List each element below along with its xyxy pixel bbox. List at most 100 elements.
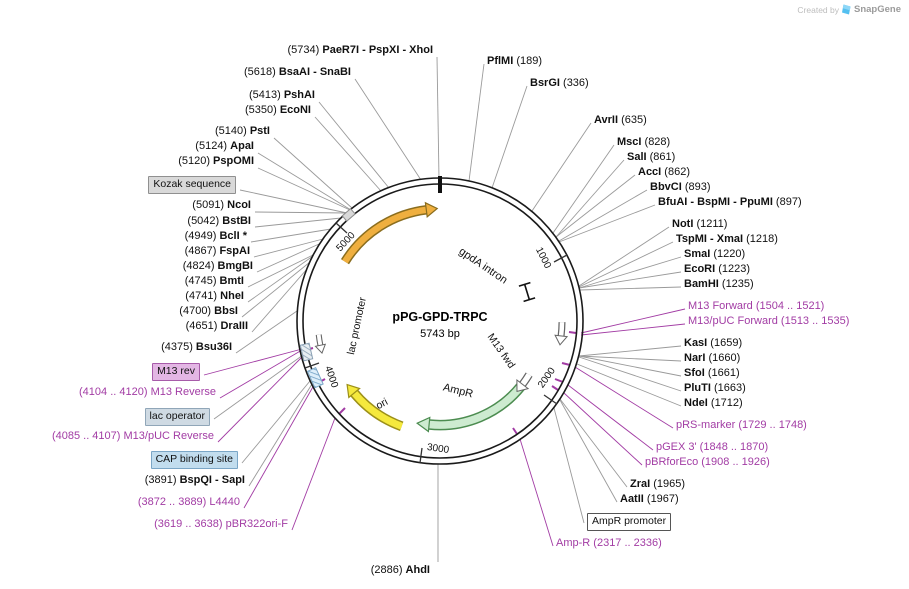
primer-site-mark <box>568 331 577 334</box>
enzyme-site-label[interactable]: (5042) BstBI <box>187 215 251 227</box>
connector-line <box>235 310 298 354</box>
enzyme-site-label[interactable]: SmaI (1220) <box>684 248 746 260</box>
enzyme-site-label[interactable]: AccI (862) <box>638 166 690 178</box>
kozak-sequence-mark[interactable] <box>341 207 356 222</box>
feature-box-label[interactable]: AmpR promoter <box>587 513 672 531</box>
enzyme-site-label[interactable]: (3891) BspQI - SapI <box>144 474 245 486</box>
enzyme-site-label[interactable]: (4949) BclI * <box>184 230 247 242</box>
feature-box-label[interactable]: Kozak sequence <box>148 176 236 194</box>
enzyme-site-label[interactable]: AatII (1967) <box>620 493 679 505</box>
primer-site-mark <box>512 427 518 435</box>
connector-line <box>247 255 314 303</box>
enzyme-site-label[interactable]: PluTI (1663) <box>684 382 746 394</box>
enzyme-site-label[interactable]: AvrII (635) <box>594 114 647 126</box>
lac-operator-mark[interactable] <box>299 342 314 362</box>
primer-label[interactable]: pGEX 3' (1848 .. 1870) <box>656 441 769 453</box>
primer-label[interactable]: M13/pUC Forward (1513 .. 1535) <box>688 315 850 327</box>
enzyme-site-label[interactable]: (5140) PstI <box>214 125 270 137</box>
connector-line <box>531 122 592 212</box>
primer-site-mark <box>554 378 564 383</box>
enzyme-site-label[interactable]: (5618) BsaAI - SnaBI <box>244 66 351 78</box>
enzyme-site-label[interactable]: (4824) BmgBI <box>182 260 253 272</box>
connector-line <box>555 174 636 238</box>
plasmid-size: 5743 bp <box>420 328 460 340</box>
enzyme-site-label[interactable]: MscI (828) <box>617 136 671 148</box>
primer-label[interactable]: (4104 .. 4120) M13 Reverse <box>79 386 216 398</box>
enzyme-site-label[interactable]: SfoI (1661) <box>684 367 740 379</box>
ampr-gene-arrow[interactable] <box>416 383 525 433</box>
connector-line <box>254 211 348 214</box>
lac-promoter-arrow[interactable] <box>314 334 327 355</box>
connector-line <box>318 101 390 189</box>
enzyme-site-label[interactable]: (4375) Bsu36I <box>161 341 232 353</box>
feature-box-label[interactable]: M13 rev <box>152 363 200 381</box>
primer-label[interactable]: (3872 .. 3889) L4440 <box>137 496 240 508</box>
enzyme-site-label[interactable]: NarI (1660) <box>684 352 741 364</box>
cap-binding-site-mark[interactable] <box>306 366 324 389</box>
enzyme-site-label[interactable]: (5120) PspOMI <box>178 155 254 167</box>
enzyme-site-label[interactable]: (5091) NcoI <box>192 199 251 211</box>
connector-line <box>552 144 615 234</box>
connector-lines <box>203 56 686 562</box>
enzyme-site-label[interactable]: BamHI (1235) <box>684 278 754 290</box>
connector-line <box>256 243 320 273</box>
enzyme-site-label[interactable]: (2886) AhdI <box>370 564 430 576</box>
feature-box-label[interactable]: lac operator <box>144 408 210 426</box>
enzyme-site-label[interactable]: BbvCI (893) <box>650 181 711 193</box>
primer-label[interactable]: Amp-R (2317 .. 2336) <box>556 537 662 549</box>
gpd-promoter-arrow[interactable] <box>340 201 439 265</box>
connector-line <box>578 226 670 287</box>
bp-tick <box>419 447 423 464</box>
connector-line <box>576 363 682 407</box>
intron-symbol-icon[interactable] <box>518 281 536 303</box>
primer-label[interactable]: (3619 .. 3638) pBR322ori-F <box>154 518 288 530</box>
enzyme-site-label[interactable]: NdeI (1712) <box>684 397 743 409</box>
connector-line <box>354 78 422 181</box>
primer-label[interactable]: (4085 .. 4107) M13/pUC Reverse <box>51 430 214 442</box>
enzyme-site-label[interactable]: (4867) FspAI <box>184 245 250 257</box>
connector-line <box>219 349 303 399</box>
connector-line <box>558 189 648 242</box>
enzyme-site-label[interactable]: (5734) PaeR7I - PspXI - XhoI <box>287 44 434 56</box>
feature-box-label[interactable]: CAP binding site <box>150 451 238 469</box>
connector-line <box>241 380 311 464</box>
connector-line <box>468 63 485 182</box>
enzyme-site-label[interactable]: (5350) EcoNI <box>244 104 311 116</box>
connector-line <box>257 152 352 211</box>
primer-label[interactable]: M13 Forward (1504 .. 1521) <box>688 300 825 312</box>
connector-line <box>217 355 304 443</box>
enzyme-site-label[interactable]: SalI (861) <box>627 151 676 163</box>
enzyme-site-label[interactable]: (5124) ApaI <box>195 140 254 152</box>
enzyme-site-label[interactable]: TspMI - XmaI (1218) <box>676 233 778 245</box>
enzyme-site-label[interactable]: NotI (1211) <box>672 218 728 230</box>
connector-line <box>578 271 682 289</box>
enzyme-site-label[interactable]: PflMI (189) <box>487 55 543 67</box>
enzyme-site-label[interactable]: BfuAI - BspMI - PpuMI (897) <box>658 196 802 208</box>
connector-line <box>580 323 686 336</box>
enzyme-site-label[interactable]: (4741) NheI <box>185 290 244 302</box>
connector-line <box>273 137 353 209</box>
primer-label[interactable]: pBRforEco (1908 .. 1926) <box>645 456 770 468</box>
enzyme-site-label[interactable]: (4745) BmtI <box>184 275 244 287</box>
connector-line <box>559 398 628 488</box>
connector-line <box>291 417 336 531</box>
primer-label[interactable]: pRS-marker (1729 .. 1748) <box>676 419 807 431</box>
connector-line <box>254 217 342 228</box>
connector-line <box>578 355 682 362</box>
enzyme-site-label[interactable]: (4700) BbsI <box>179 305 238 317</box>
connector-line <box>253 238 324 258</box>
primer-site-mark <box>561 362 571 366</box>
enzyme-site-label[interactable]: ZraI (1965) <box>630 478 686 490</box>
enzyme-site-label[interactable]: BsrGI (336) <box>530 77 589 89</box>
enzyme-site-label[interactable]: KasI (1659) <box>684 337 743 349</box>
enzyme-site-label[interactable]: (4651) DraIII <box>185 320 248 332</box>
connector-line <box>491 85 528 189</box>
ampr-promoter-arrow[interactable] <box>516 372 533 393</box>
m13-fwd-arrow[interactable] <box>554 322 569 346</box>
enzyme-site-label[interactable]: EcoRI (1223) <box>684 263 751 275</box>
enzyme-site-label[interactable]: (5413) PshAI <box>248 89 315 101</box>
connector-line <box>251 268 308 333</box>
connector-line <box>563 392 643 466</box>
ori-arrow[interactable] <box>346 383 404 431</box>
